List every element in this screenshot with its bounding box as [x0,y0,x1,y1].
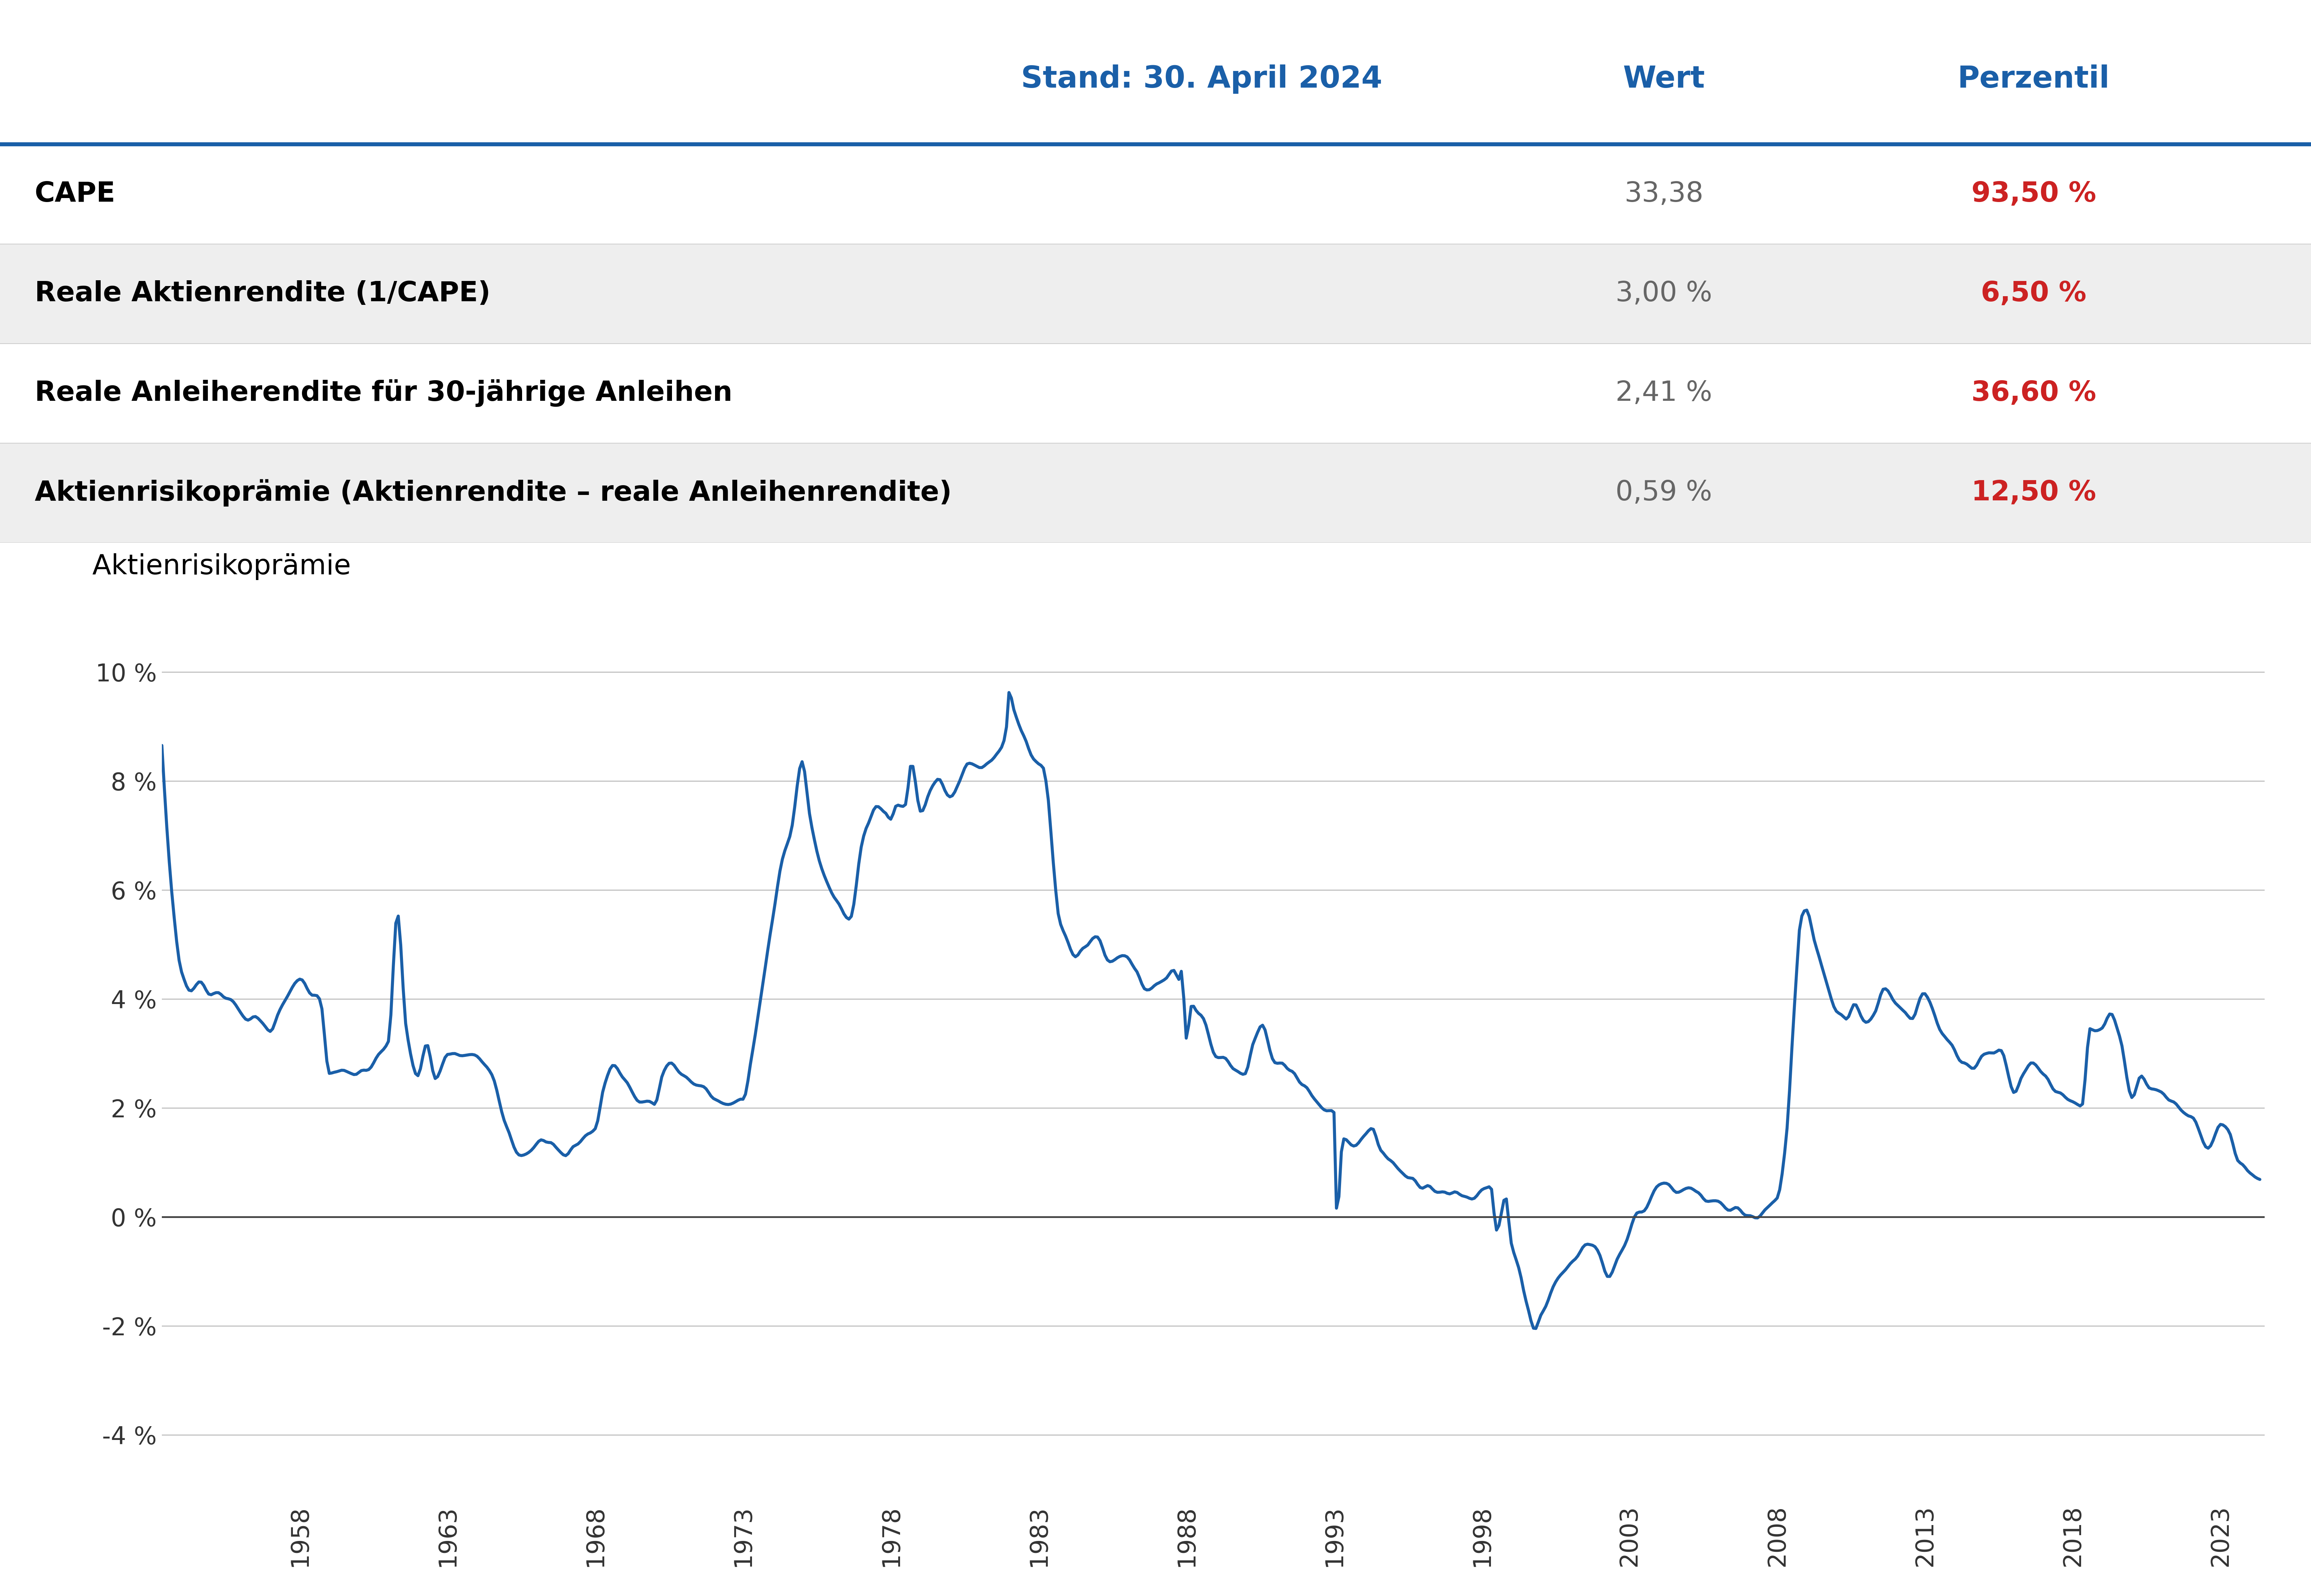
Text: Stand: 30. April 2024: Stand: 30. April 2024 [1021,64,1382,94]
Bar [0,444,2311,543]
Text: 0,59 %: 0,59 % [1615,479,1712,506]
Text: Reale Aktienrendite (1/CAPE): Reale Aktienrendite (1/CAPE) [35,281,490,306]
Text: 33,38: 33,38 [1625,180,1703,207]
Text: 3,00 %: 3,00 % [1615,281,1712,306]
Text: 36,60 %: 36,60 % [1971,380,2096,407]
Text: Aktienrisikopräm​ie (Aktienrendite – reale Anleihenrendite): Aktienrisikopräm​ie (Aktienrendite – rea… [35,479,952,506]
Text: Wert: Wert [1622,64,1706,94]
Text: Perzentil: Perzentil [1957,64,2110,94]
Bar [0,144,2311,244]
Bar [0,343,2311,444]
Text: 93,50 %: 93,50 % [1971,180,2096,207]
Text: 2,41 %: 2,41 % [1615,380,1712,407]
Text: Aktienrisikopräm​ie: Aktienrisikopräm​ie [92,554,351,579]
Text: 12,50 %: 12,50 % [1971,479,2096,506]
Text: Reale Anleiherendite für 30-jährige Anleihen: Reale Anleiherendite für 30-jährige Anle… [35,380,733,407]
Text: CAPE: CAPE [35,180,116,207]
Bar [0,244,2311,343]
Text: 6,50 %: 6,50 % [1981,281,2087,306]
